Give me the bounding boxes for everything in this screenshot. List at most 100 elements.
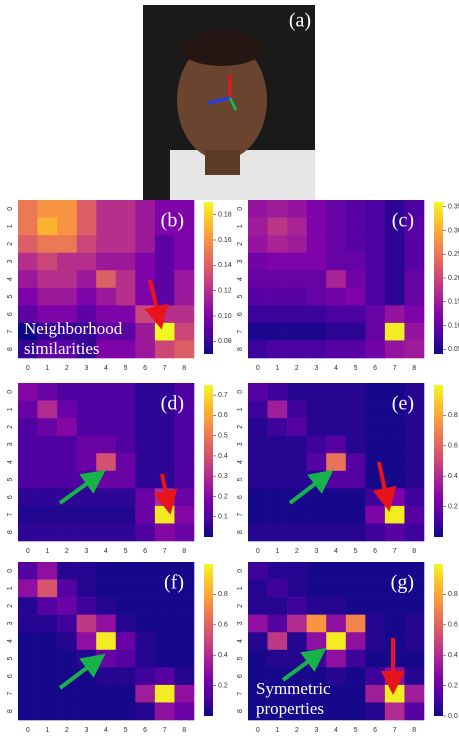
y-tick-label: 0 xyxy=(7,207,14,211)
colorbar-tick-label: 0.6 xyxy=(218,622,228,629)
heatmap-cell xyxy=(57,562,77,580)
colorbar xyxy=(434,385,443,537)
heatmap-cell xyxy=(115,453,136,472)
heatmap-cell xyxy=(174,523,195,542)
heatmap-cell xyxy=(154,287,175,306)
heatmap-cell xyxy=(76,632,97,651)
heatmap-cell xyxy=(248,383,268,401)
heatmap-cell xyxy=(57,505,77,524)
heatmap-cell xyxy=(306,579,327,598)
heatmap-cell xyxy=(404,252,425,271)
heatmap-cell xyxy=(57,435,77,454)
heatmap-cell xyxy=(135,488,156,507)
heatmap-cell xyxy=(18,505,38,524)
heatmap-cell xyxy=(174,200,195,218)
heatmap-cell xyxy=(326,453,347,472)
heatmap-cell xyxy=(248,488,268,507)
heatmap-cell xyxy=(96,470,117,489)
colorbar-tick-label: 0.6 xyxy=(448,443,458,450)
x-tick-label: 8 xyxy=(412,548,416,555)
colorbar-tick-label: 0.6 xyxy=(448,622,458,629)
heatmap-cell xyxy=(76,684,97,703)
colorbar-tick-label: 0.4 xyxy=(218,453,228,460)
heatmap-cell xyxy=(384,305,405,324)
y-tick-label: 8 xyxy=(7,530,14,534)
heatmap-cell xyxy=(326,235,347,253)
heatmap-cell xyxy=(326,305,347,324)
heatmap-cell xyxy=(384,340,405,359)
heatmap-cell xyxy=(326,340,347,359)
heatmap-cell xyxy=(57,523,77,542)
heatmap-cell xyxy=(174,684,195,703)
heatmap-cell xyxy=(267,270,288,289)
heatmap-cell xyxy=(404,340,425,359)
heatmap-cell xyxy=(267,400,288,419)
heatmap-cell xyxy=(404,702,425,721)
x-tick-label: 6 xyxy=(373,727,377,734)
heatmap-cell xyxy=(384,270,405,289)
heatmap-cell xyxy=(384,322,405,341)
x-tick-label: 1 xyxy=(275,365,279,372)
heatmap-cell xyxy=(326,435,347,454)
heatmap-cell xyxy=(267,505,288,524)
heatmap-cell xyxy=(135,435,156,454)
heatmap-cell xyxy=(345,505,366,524)
heatmap-cell xyxy=(115,702,136,721)
arrow xyxy=(153,473,178,515)
heatmap-cell xyxy=(326,684,347,703)
heatmap-cell xyxy=(345,435,366,454)
y-tick-label: 1 xyxy=(237,224,244,228)
heatmap-cell xyxy=(18,684,38,703)
heatmap-cell xyxy=(404,270,425,289)
heatmap-cell xyxy=(57,235,77,253)
heatmap-cell xyxy=(135,702,156,721)
heatmap-cell xyxy=(267,287,288,306)
heatmap-cell xyxy=(287,505,307,524)
heatmap-cell xyxy=(76,235,97,253)
heatmap-cell xyxy=(287,632,307,651)
heatmap-cell xyxy=(384,523,405,542)
heatmap-cell xyxy=(365,562,386,580)
y-tick-label: 5 xyxy=(7,657,14,661)
heatmap-cell xyxy=(287,270,307,289)
heatmap-cell xyxy=(135,649,156,668)
heatmap-cell xyxy=(18,453,38,472)
y-tick-label: 3 xyxy=(237,259,244,263)
heatmap-cell xyxy=(248,649,268,668)
heatmap-cell xyxy=(135,418,156,436)
heatmap-cell xyxy=(37,400,58,419)
x-tick-label: 7 xyxy=(393,365,397,372)
heatmap-cell xyxy=(37,418,58,436)
heatmap-cell xyxy=(135,632,156,651)
x-tick-label: 1 xyxy=(45,727,49,734)
heatmap-cell xyxy=(248,702,268,721)
x-tick-label: 7 xyxy=(393,548,397,555)
y-tick-label: 1 xyxy=(237,407,244,411)
heatmap-cell xyxy=(345,649,366,668)
heatmap-cell xyxy=(37,614,58,633)
heatmap-cell xyxy=(404,217,425,236)
heatmap-cell xyxy=(57,597,77,615)
heatmap-cell xyxy=(18,523,38,542)
x-tick-label: 4 xyxy=(104,548,108,555)
heatmap-cell xyxy=(365,400,386,419)
heatmap-cell xyxy=(306,418,327,436)
heatmap-cell xyxy=(174,702,195,721)
heatmap-cell xyxy=(384,400,405,419)
colorbar-tick-label: 0.2 xyxy=(448,503,458,510)
heatmap-cell xyxy=(76,383,97,401)
colorbar xyxy=(204,385,213,537)
heatmap-cell xyxy=(96,702,117,721)
heatmap-cell xyxy=(365,505,386,524)
heatmap-cell xyxy=(345,667,366,686)
heatmap-cell xyxy=(115,235,136,253)
heatmap-cell xyxy=(267,649,288,668)
heatmap-cell xyxy=(306,597,327,615)
heatmap-cell xyxy=(174,505,195,524)
heatmap-cell xyxy=(287,400,307,419)
heatmap-cell xyxy=(96,523,117,542)
x-tick-label: 5 xyxy=(354,365,358,372)
heatmap-cell xyxy=(76,453,97,472)
heatmap-cell xyxy=(135,340,156,359)
